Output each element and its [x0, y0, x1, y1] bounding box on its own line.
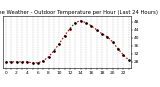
Title: Milwaukee Weather - Outdoor Temperature per Hour (Last 24 Hours): Milwaukee Weather - Outdoor Temperature …: [0, 10, 158, 15]
